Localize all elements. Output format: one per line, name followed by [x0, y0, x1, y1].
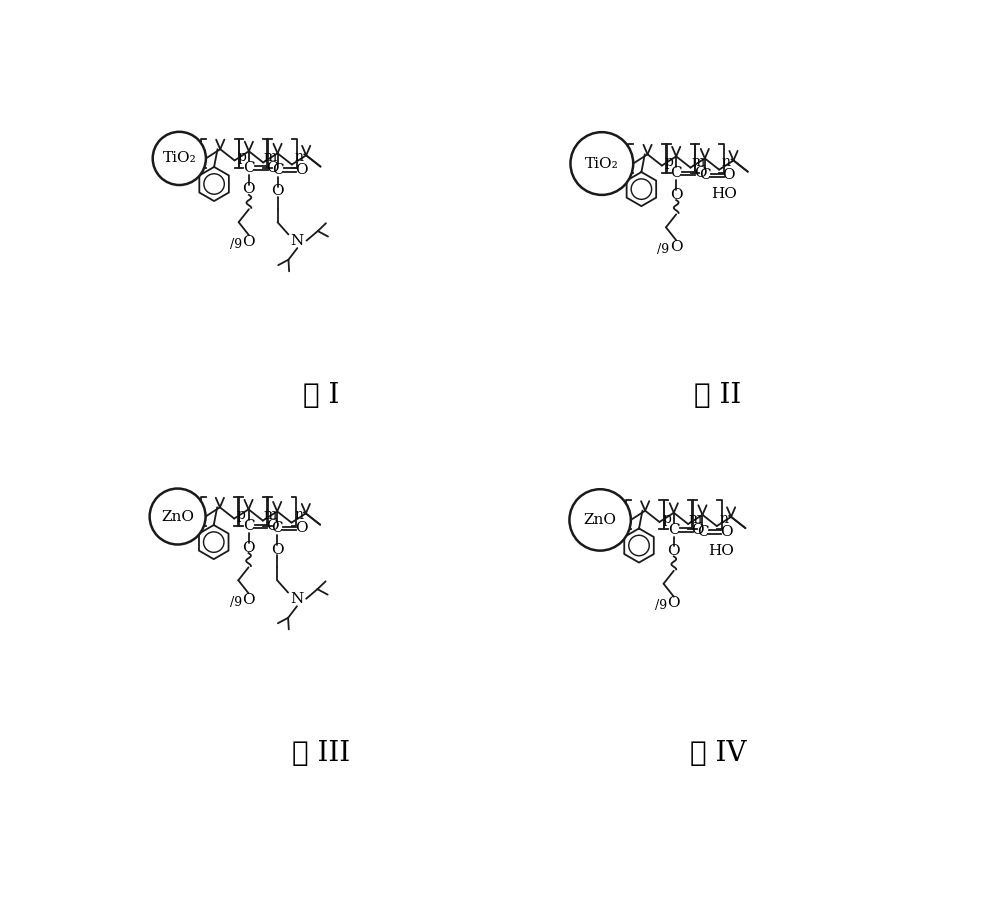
Text: C: C: [670, 166, 682, 181]
Text: O: O: [266, 162, 279, 175]
Text: C: C: [271, 521, 283, 536]
Text: N: N: [290, 592, 304, 606]
Text: n: n: [719, 511, 728, 526]
Text: TiO₂: TiO₂: [585, 156, 619, 171]
Text: 式 IV: 式 IV: [690, 740, 746, 767]
Text: HO: HO: [711, 187, 737, 202]
Text: C: C: [668, 523, 680, 537]
Text: /9: /9: [657, 242, 669, 256]
Text: O: O: [670, 188, 683, 202]
Text: p: p: [665, 155, 673, 169]
Text: p: p: [237, 508, 246, 522]
Text: O: O: [266, 519, 279, 533]
Text: O: O: [243, 234, 255, 249]
Text: C: C: [243, 519, 254, 533]
Text: n: n: [722, 155, 731, 169]
Text: n: n: [295, 150, 304, 164]
Text: O: O: [271, 184, 284, 199]
Text: N: N: [291, 233, 304, 248]
Circle shape: [569, 489, 631, 550]
Text: O: O: [295, 521, 307, 536]
Circle shape: [570, 133, 633, 195]
Text: /9: /9: [230, 238, 242, 251]
Text: p: p: [662, 511, 671, 526]
Text: C: C: [699, 169, 711, 183]
Text: O: O: [722, 169, 735, 183]
Text: O: O: [242, 540, 255, 555]
Text: 式 II: 式 II: [694, 382, 741, 409]
Text: C: C: [272, 163, 283, 177]
Text: O: O: [667, 597, 680, 610]
Text: O: O: [243, 183, 255, 196]
Text: /9: /9: [655, 599, 667, 612]
Text: m: m: [689, 511, 702, 526]
Circle shape: [153, 132, 206, 185]
Text: O: O: [694, 166, 706, 181]
Text: p: p: [237, 150, 246, 164]
Circle shape: [150, 489, 206, 545]
Text: O: O: [667, 544, 680, 558]
Text: ZnO: ZnO: [161, 509, 194, 524]
Text: m: m: [263, 508, 277, 522]
Text: /9: /9: [230, 596, 242, 608]
Text: TiO₂: TiO₂: [162, 152, 196, 165]
Text: 式 I: 式 I: [303, 382, 339, 409]
Text: HO: HO: [709, 544, 734, 558]
Text: O: O: [295, 163, 308, 177]
Text: 式 III: 式 III: [292, 740, 350, 767]
Text: C: C: [697, 525, 708, 538]
Text: O: O: [271, 543, 284, 557]
Text: O: O: [691, 523, 704, 537]
Text: n: n: [294, 508, 303, 522]
Text: ZnO: ZnO: [584, 513, 617, 527]
Text: O: O: [720, 525, 733, 538]
Text: O: O: [242, 593, 255, 607]
Text: O: O: [670, 240, 683, 253]
Text: m: m: [691, 155, 704, 169]
Text: C: C: [243, 162, 255, 175]
Text: m: m: [264, 150, 277, 164]
